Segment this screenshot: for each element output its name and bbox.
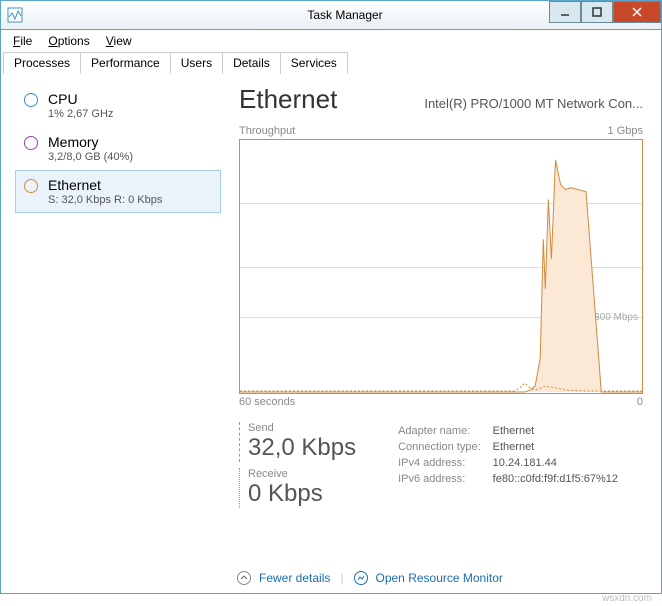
maximize-button[interactable] xyxy=(581,1,613,23)
tabs: Processes Performance Users Details Serv… xyxy=(0,52,662,74)
content: CPU 1% 2,67 GHz Memory 3,2/8,0 GB (40%) … xyxy=(0,74,662,594)
receive-label: Receive xyxy=(248,468,356,480)
menu-view[interactable]: View xyxy=(98,32,140,50)
sidebar-item-memory[interactable]: Memory 3,2/8,0 GB (40%) xyxy=(15,127,221,170)
window-buttons xyxy=(549,1,661,23)
menu-options[interactable]: Options xyxy=(40,32,97,50)
tab-performance[interactable]: Performance xyxy=(80,52,171,74)
sidebar-sublabel: 1% 2,67 GHz xyxy=(48,108,113,120)
sidebar-label: Memory xyxy=(48,134,133,150)
send-value: 32,0 Kbps xyxy=(248,434,356,462)
connection-details: Adapter name:Ethernet Connection type:Et… xyxy=(396,422,630,508)
page-title: Ethernet xyxy=(239,84,337,115)
watermark: wsxdn.com xyxy=(602,593,652,604)
sidebar-sublabel: 3,2/8,0 GB (40%) xyxy=(48,151,133,163)
sidebar-sublabel: S: 32,0 Kbps R: 0 Kbps xyxy=(48,194,162,206)
receive-value: 0 Kbps xyxy=(248,480,356,508)
close-button[interactable] xyxy=(613,1,661,23)
app-icon xyxy=(7,7,23,23)
fewer-details-link[interactable]: Fewer details xyxy=(259,571,330,585)
throughput-chart: 300 Mbps xyxy=(239,139,643,394)
minimize-button[interactable] xyxy=(549,1,581,23)
footer: Fewer details | Open Resource Monitor xyxy=(237,571,503,585)
menu-bar: File Options View xyxy=(0,30,662,52)
chart-label-max: 1 Gbps xyxy=(608,125,643,137)
sidebar-label: Ethernet xyxy=(48,177,162,193)
ethernet-icon xyxy=(24,179,38,193)
chart-label-throughput: Throughput xyxy=(239,125,295,137)
title-bar: Task Manager xyxy=(0,0,662,30)
tab-processes[interactable]: Processes xyxy=(3,52,81,74)
send-label: Send xyxy=(248,422,356,434)
sidebar: CPU 1% 2,67 GHz Memory 3,2/8,0 GB (40%) … xyxy=(5,74,225,593)
adapter-name: Intel(R) PRO/1000 MT Network Con... xyxy=(424,96,643,111)
axis-right: 0 xyxy=(637,396,643,408)
menu-file[interactable]: File xyxy=(5,32,40,50)
main-panel: Ethernet Intel(R) PRO/1000 MT Network Co… xyxy=(225,74,661,593)
resmon-icon xyxy=(354,571,368,585)
memory-icon xyxy=(24,136,38,150)
sidebar-label: CPU xyxy=(48,91,113,107)
chevron-up-icon xyxy=(237,571,251,585)
sidebar-item-cpu[interactable]: CPU 1% 2,67 GHz xyxy=(15,84,221,127)
axis-left: 60 seconds xyxy=(239,396,295,408)
tab-services[interactable]: Services xyxy=(280,52,348,74)
resource-monitor-link[interactable]: Open Resource Monitor xyxy=(376,571,503,585)
tab-details[interactable]: Details xyxy=(222,52,281,74)
cpu-icon xyxy=(24,93,38,107)
tab-users[interactable]: Users xyxy=(170,52,223,74)
sidebar-item-ethernet[interactable]: Ethernet S: 32,0 Kbps R: 0 Kbps xyxy=(15,170,221,213)
